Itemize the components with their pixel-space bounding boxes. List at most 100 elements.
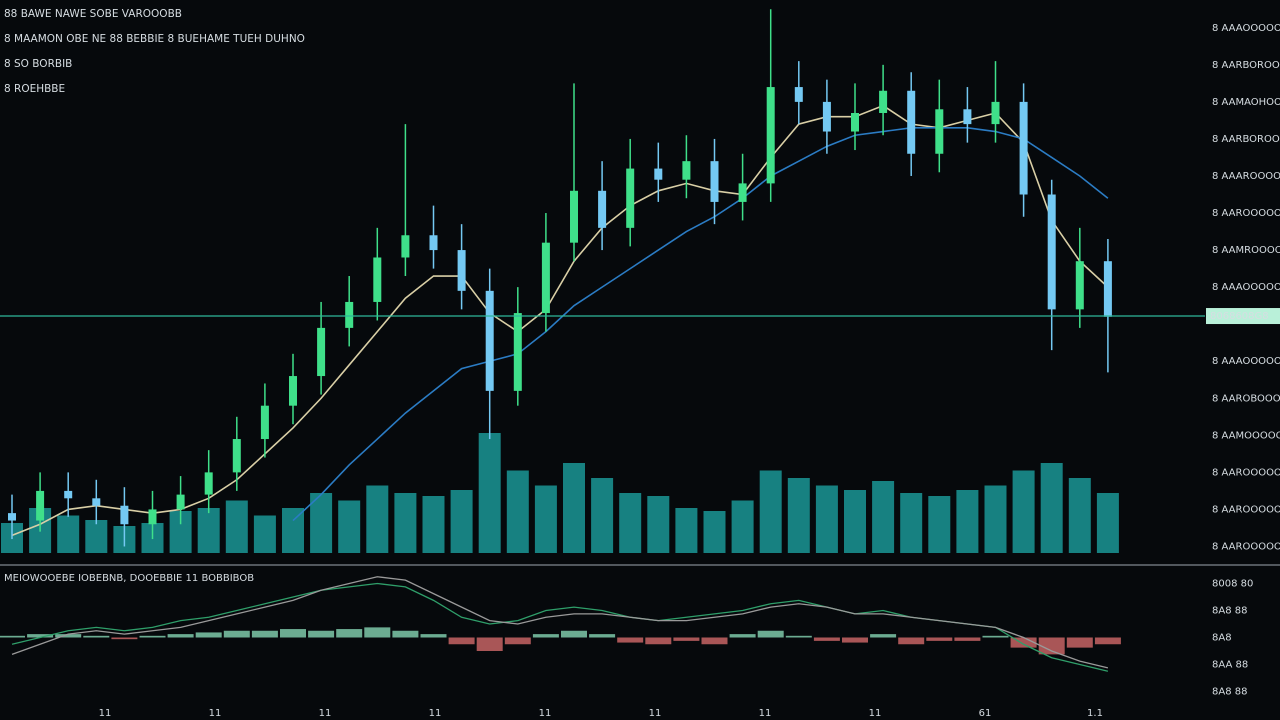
legend: 88 BAWE NAWE SOBE VAROOOBB 8 MAAMON OBE N…	[4, 8, 305, 95]
candle-body	[120, 505, 129, 525]
candle-body	[204, 472, 213, 495]
x-tick-label: 11	[209, 708, 222, 719]
histogram-bar	[0, 635, 25, 638]
volume-bar	[900, 493, 923, 553]
histogram-bar	[336, 629, 363, 638]
candle-body	[36, 490, 45, 521]
candle-body	[654, 168, 663, 180]
histogram-bar	[308, 630, 335, 638]
y-tick-label: 8 AAROOOOO	[1212, 208, 1280, 219]
x-tick-label: 11	[429, 708, 442, 719]
histogram-bar	[27, 634, 54, 638]
candle-body	[879, 90, 888, 113]
y-tick-label: 8 AAAROOOOO	[1212, 171, 1280, 182]
volume-bar	[394, 493, 417, 553]
volume-bar	[534, 485, 557, 553]
candle-body	[401, 235, 410, 258]
x-tick-label: 11	[319, 708, 332, 719]
volume-bar	[169, 511, 192, 553]
volume-bar	[647, 496, 670, 553]
candle-body	[626, 168, 635, 228]
legend-line: 8 MAAMON OBE NE 88 BEBBIE 8 BUEHAME TUEH…	[4, 33, 305, 45]
histogram-bar	[757, 630, 784, 638]
histogram-bar	[420, 634, 447, 638]
y-tick-label: 8 AAROOOOO	[1212, 504, 1280, 515]
volume-bar	[563, 463, 585, 553]
candle-body	[317, 327, 326, 377]
candle-body	[1047, 194, 1056, 310]
current-price-label: 8068608G8	[1210, 311, 1269, 322]
histogram-bar	[392, 630, 419, 638]
volume-bar	[338, 500, 361, 553]
candle-body	[457, 250, 466, 291]
candle-body	[710, 161, 719, 202]
volume-bar	[787, 478, 810, 553]
candle-body	[64, 490, 73, 499]
histogram-bar	[898, 637, 925, 645]
candle-body	[598, 190, 607, 228]
oscillator-title: MEIOWOOEBE IOBEBNB, DOOEBBIE 11 BOBBIBOB	[4, 573, 254, 584]
volume-bar	[1096, 493, 1119, 553]
volume-bar	[506, 470, 529, 553]
volume-bar	[366, 485, 389, 553]
volume-bar	[450, 490, 473, 553]
candle-body	[1103, 261, 1112, 317]
volume-bar	[1040, 463, 1063, 553]
candle-body	[345, 301, 354, 328]
volume-bar	[282, 508, 304, 553]
volume-bar	[844, 490, 866, 553]
candle-body	[766, 87, 775, 184]
histogram-bar	[1094, 637, 1121, 645]
y-tick-label: 8 AAAOOOOO	[1212, 356, 1280, 367]
histogram-bar	[842, 637, 868, 643]
candle-body	[485, 290, 494, 391]
candle-body	[232, 439, 241, 473]
candle-body	[682, 161, 691, 180]
volume-bar	[422, 496, 445, 553]
legend-line: 8 ROEHBBE	[4, 83, 65, 95]
volume-bar	[984, 485, 1007, 553]
histogram-bar	[532, 634, 559, 638]
histogram-bar	[195, 632, 222, 638]
candle-body	[1019, 101, 1028, 195]
histogram-bar	[251, 630, 278, 638]
histogram-bar	[561, 630, 587, 638]
candle-body	[935, 109, 944, 154]
candle-body	[822, 101, 831, 132]
histogram-bar	[785, 635, 812, 638]
candle-body	[541, 242, 550, 314]
volume-bar	[225, 500, 248, 553]
candle-body	[851, 113, 859, 132]
candle-body	[738, 183, 747, 202]
volume-bar	[1012, 470, 1035, 553]
histogram-bar	[1038, 637, 1065, 655]
histogram-bar	[954, 637, 981, 641]
volume-bar	[956, 490, 979, 553]
volume-bar	[478, 433, 501, 553]
moving-average	[292, 127, 1109, 522]
histogram-bar	[701, 637, 728, 645]
y-tick-label: 8 AAROOOOO	[1212, 541, 1280, 552]
histogram-bar	[83, 635, 110, 638]
legend-line: 88 BAWE NAWE SOBE VAROOOBB	[4, 8, 182, 20]
candle-body	[963, 109, 972, 125]
histogram-bar	[1010, 637, 1037, 648]
histogram-bar	[364, 627, 391, 638]
y-tick-label: 8008 80	[1212, 579, 1253, 590]
histogram-bar	[223, 630, 250, 638]
candle-body	[8, 513, 16, 521]
volume-bar	[703, 511, 726, 553]
y-tick-label: 8 AARBOROO	[1212, 134, 1280, 145]
volume-bar	[872, 481, 895, 553]
volume-bar	[310, 493, 333, 553]
volume-bar	[253, 515, 276, 553]
histogram-bar	[139, 635, 166, 638]
candle-body	[373, 257, 382, 302]
candle-body	[513, 313, 522, 391]
volume-bar	[619, 493, 642, 553]
candle-body	[570, 190, 578, 243]
y-tick-label: 8 AAAOOOOO	[1212, 282, 1280, 293]
oscillator-line	[11, 576, 1109, 669]
